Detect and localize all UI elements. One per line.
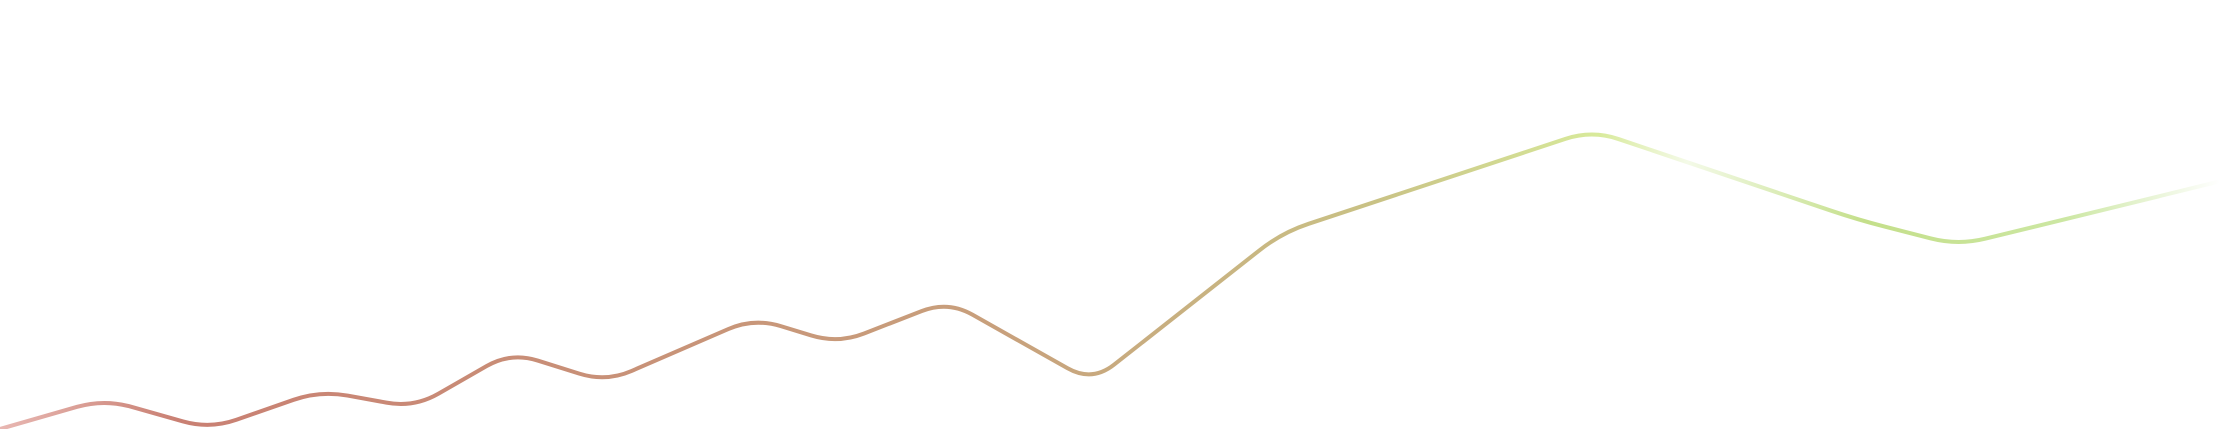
- series-line: [0, 132, 2220, 429]
